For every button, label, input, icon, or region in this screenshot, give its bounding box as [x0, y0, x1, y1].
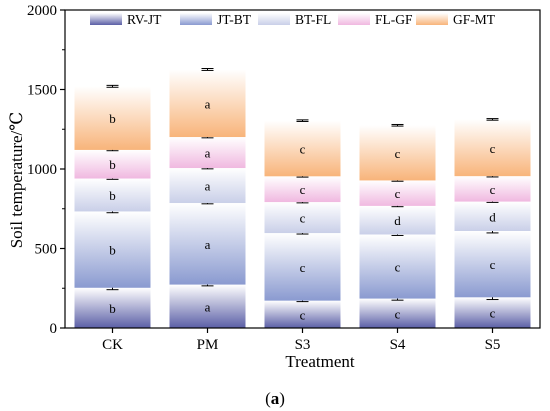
- legend-label: BT-FL: [295, 12, 331, 27]
- bar-rv-jt-s5: [454, 297, 531, 328]
- significance-label: c: [300, 182, 306, 197]
- bar-bt-fl-ck: [74, 178, 151, 212]
- bar-rv-jt-pm: [169, 284, 246, 328]
- significance-label: a: [205, 146, 211, 161]
- panel-label: (a): [265, 389, 285, 408]
- bar-jt-bt-pm: [169, 203, 246, 285]
- significance-label: c: [395, 260, 401, 275]
- bar-fl-gf-ck: [74, 149, 151, 179]
- legend-item-rv-jt: RV-JT: [90, 12, 162, 27]
- bar-bt-fl-pm: [169, 168, 246, 204]
- bar-jt-bt-s4: [359, 234, 436, 299]
- y-tick-label: 2000: [27, 3, 57, 19]
- bar-jt-bt-ck: [74, 211, 151, 288]
- legend-swatch: [180, 13, 212, 25]
- significance-label: b: [109, 111, 116, 126]
- significance-label: a: [205, 299, 211, 314]
- legend-label: JT-BT: [217, 12, 252, 27]
- significance-label: a: [205, 237, 211, 252]
- legend-label: RV-JT: [127, 12, 162, 27]
- bar-bt-fl-s4: [359, 205, 436, 235]
- x-axis-title: Treatment: [285, 352, 355, 371]
- legend-swatch: [338, 13, 370, 25]
- significance-label: b: [109, 157, 116, 172]
- legend-item-fl-gf: FL-GF: [338, 12, 413, 27]
- significance-label: c: [490, 141, 496, 156]
- legend-label: FL-GF: [375, 12, 413, 27]
- y-axis-title: Soil temperature/℃: [7, 112, 26, 249]
- significance-label: c: [395, 146, 401, 161]
- significance-label: d: [394, 213, 401, 228]
- bar-rv-jt-s4: [359, 298, 436, 328]
- x-tick-label: S4: [390, 337, 406, 353]
- significance-label: c: [490, 306, 496, 321]
- axes-layer: 0 500 1000 1500 2000 CK PM S3 S4 S5: [27, 3, 541, 353]
- legend-swatch: [258, 13, 290, 25]
- significance-label: c: [395, 306, 401, 321]
- significance-label: b: [109, 188, 116, 203]
- significance-label: c: [300, 211, 306, 226]
- bar-bt-fl-s5: [454, 201, 531, 232]
- legend-item-jt-bt: JT-BT: [180, 12, 252, 27]
- x-tick-label: S5: [485, 337, 501, 353]
- bar-bt-fl-s3: [264, 202, 341, 234]
- legend-swatch: [416, 13, 448, 25]
- bar-fl-gf-s4: [359, 180, 436, 206]
- legend-label: GF-MT: [453, 12, 496, 27]
- significance-label: c: [395, 186, 401, 201]
- bar-fl-gf-s3: [264, 176, 341, 203]
- significance-label: c: [490, 182, 496, 197]
- bar-rv-jt-s3: [264, 300, 341, 328]
- bar-gf-mt-ck: [74, 86, 151, 150]
- significance-label: b: [109, 243, 116, 258]
- y-tick-label: 1500: [27, 83, 57, 99]
- y-tick-label: 0: [50, 321, 58, 337]
- bar-jt-bt-s5: [454, 231, 531, 298]
- bar-jt-bt-s3: [264, 233, 341, 301]
- x-tick-label: CK: [102, 337, 123, 353]
- legend: RV-JT JT-BT BT-FL FL-GF GF-MT: [90, 12, 496, 27]
- significance-label: c: [300, 260, 306, 275]
- significance-label: c: [300, 141, 306, 156]
- bar-rv-jt-ck: [74, 287, 151, 328]
- bar-fl-gf-s5: [454, 176, 531, 202]
- significance-label: a: [205, 179, 211, 194]
- x-tick-label: S3: [295, 337, 311, 353]
- legend-item-gf-mt: GF-MT: [416, 12, 496, 27]
- panel-label-letter: a: [271, 389, 280, 408]
- significance-label: b: [109, 301, 116, 316]
- x-tick-label: PM: [197, 337, 219, 353]
- bar-fl-gf-pm: [169, 137, 246, 169]
- bar-gf-mt-s3: [264, 120, 341, 177]
- significance-label: a: [205, 96, 211, 111]
- y-tick-label: 1000: [27, 162, 57, 178]
- significance-label: c: [300, 307, 306, 322]
- significance-label: c: [490, 257, 496, 272]
- y-tick-label: 500: [35, 242, 58, 258]
- bar-gf-mt-s5: [454, 119, 531, 177]
- significance-label: d: [489, 209, 496, 224]
- legend-item-bt-fl: BT-FL: [258, 12, 331, 27]
- legend-swatch: [90, 13, 122, 25]
- bar-gf-mt-s4: [359, 125, 436, 181]
- bar-gf-mt-pm: [169, 69, 246, 138]
